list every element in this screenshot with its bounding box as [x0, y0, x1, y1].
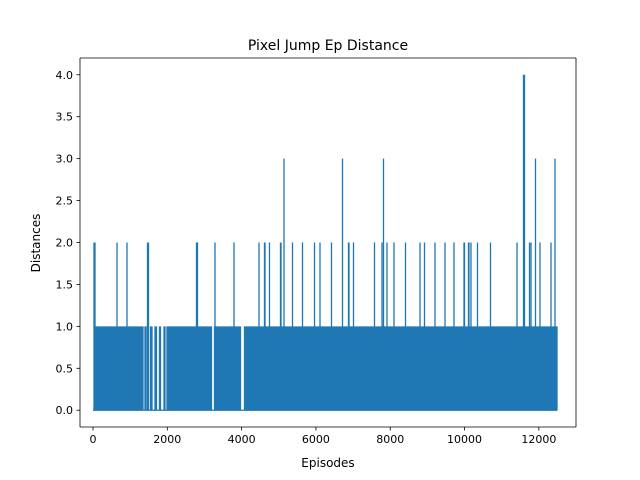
- y-tick-label: 2.0: [56, 237, 74, 250]
- axes: 0 2000 4000 6000 8000 10000 12000 0.0 0.5 1.0 1.5 2…: [56, 57, 577, 446]
- x-tick-label: 0: [90, 433, 97, 446]
- y-tick-label: 0.0: [56, 404, 74, 417]
- y-tick-label: 0.5: [56, 362, 74, 375]
- x-tick-label: 10000: [447, 433, 482, 446]
- x-tick-label: 2000: [153, 433, 181, 446]
- x-tick-label: 4000: [228, 433, 256, 446]
- y-tick-label: 3.5: [56, 111, 74, 124]
- chart-title: Pixel Jump Ep Distance: [248, 38, 408, 54]
- y-tick-label: 1.0: [56, 320, 74, 333]
- y-axis-label: Distances: [29, 214, 43, 273]
- y-tick-label: 2.5: [56, 195, 74, 208]
- data-series: [93, 74, 558, 411]
- x-tick-label: 12000: [521, 433, 556, 446]
- y-tick-label: 1.5: [56, 278, 74, 291]
- y-tick-label: 3.0: [56, 153, 74, 166]
- y-tick-label: 4.0: [56, 69, 74, 82]
- series-line: [93, 74, 558, 411]
- x-tick-label: 6000: [302, 433, 330, 446]
- x-tick-label: 8000: [376, 433, 404, 446]
- x-axis-label: Episodes: [301, 456, 354, 470]
